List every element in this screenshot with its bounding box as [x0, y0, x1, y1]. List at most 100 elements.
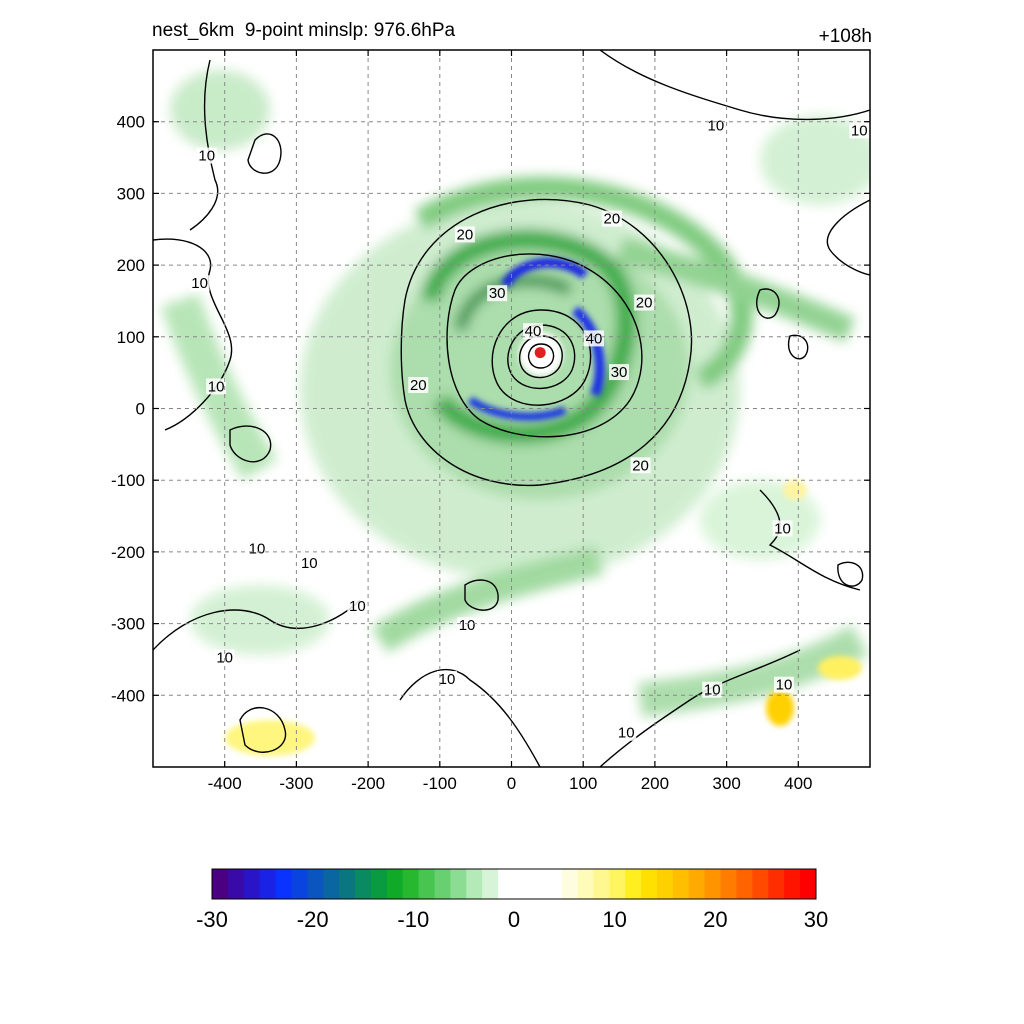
colorbar-swatch	[212, 869, 229, 899]
y-tick-label: 100	[117, 328, 145, 347]
contour-label-bg	[849, 122, 870, 139]
x-tick-label: -100	[423, 774, 457, 793]
x-tick-label: 300	[712, 774, 740, 793]
contour-label-bg	[773, 676, 794, 693]
colorbar-swatch	[307, 869, 324, 899]
storm-center-marker	[534, 347, 546, 359]
contour-label: 20	[636, 295, 653, 312]
y-tick-label: 300	[117, 184, 145, 203]
colorbar-tick-label: 20	[703, 907, 727, 932]
contour-label: 10	[249, 540, 266, 557]
colorbar-swatch	[768, 869, 785, 899]
contour-label-bg	[601, 210, 622, 227]
contour-label: 10	[439, 671, 456, 688]
contour-label: 10	[704, 682, 721, 699]
colorbar-swatch	[545, 869, 563, 899]
contour-label-bg	[246, 540, 267, 557]
colorbar-swatch	[529, 869, 547, 899]
colorbar-tick-label: -10	[397, 907, 429, 932]
colorbar-swatch	[752, 869, 769, 899]
colorbar-swatch	[736, 869, 753, 899]
contour-label: 30	[611, 364, 628, 381]
contour-label-bg	[630, 457, 651, 474]
colorbar-swatch	[514, 869, 531, 899]
contour-label: 30	[489, 285, 506, 302]
contour-label: 10	[851, 122, 868, 139]
y-axis: 400 300 200 100 0 -100 -200 -300 -400	[111, 113, 870, 705]
contour-label-bg	[609, 364, 630, 381]
contour-label: 10	[198, 148, 215, 165]
contour-label-bg	[214, 649, 235, 666]
contour-label-bg	[583, 330, 604, 347]
contour-label-bg	[616, 724, 637, 741]
colorbar-swatch	[418, 869, 436, 899]
colorbar-swatch	[609, 869, 626, 899]
colorbar-swatch	[800, 869, 817, 899]
x-tick-label: 400	[784, 774, 812, 793]
colorbar-swatch	[227, 869, 245, 899]
contour-lines	[153, 50, 870, 767]
colorbar-swatch	[370, 869, 388, 899]
chart-title: nest_6km 9-point minslp: 976.6hPa	[152, 20, 456, 41]
contour-label-bg	[705, 117, 726, 134]
colorbar-swatch	[704, 869, 722, 899]
y-tick-label: -300	[111, 615, 145, 634]
colorbar-swatch	[402, 869, 420, 899]
contour-label-bg	[196, 147, 217, 164]
colorbar-tick-label: 0	[508, 907, 520, 932]
contour-label: 10	[708, 117, 725, 134]
colorbar-tick-label: -30	[196, 907, 228, 932]
colorbar-swatch	[450, 869, 467, 899]
colorbar-swatch	[641, 869, 658, 899]
contour-label-bg	[408, 376, 429, 393]
contour-label: 40	[586, 330, 603, 347]
colorbar-swatch	[466, 869, 483, 899]
x-tick-label: 0	[507, 774, 516, 793]
contour-label: 20	[410, 377, 427, 394]
y-tick-label: 200	[117, 256, 145, 275]
contour-label-bg	[454, 226, 475, 243]
colorbar-swatch	[259, 869, 277, 899]
colorbar-swatch	[688, 869, 706, 899]
colorbar-swatch	[243, 869, 261, 899]
colorbar-swatch	[323, 869, 340, 899]
colorbar-swatch	[561, 869, 579, 899]
contour-label-bg	[457, 617, 478, 634]
y-tick-label: 400	[117, 113, 145, 132]
contour-label: 10	[618, 725, 635, 742]
contour-label-bg	[206, 378, 227, 395]
colorbar-tick-label: 10	[602, 907, 626, 932]
contour-label-bg	[347, 597, 368, 614]
colorbar-tick-label: 30	[804, 907, 828, 932]
contour-label-bg	[189, 275, 210, 292]
colorbar-swatch	[498, 869, 515, 899]
colorbar-swatch	[386, 869, 404, 899]
colorbar-tick-labels: -30 -20 -10 0 10 20 30	[196, 907, 828, 932]
contour-label-bg	[436, 670, 457, 687]
contour-label-bg	[523, 323, 544, 340]
contour-label: 10	[776, 677, 793, 694]
colorbar	[211, 868, 817, 900]
colorbar-frame	[211, 868, 817, 900]
contour-label: 10	[459, 617, 476, 634]
x-tick-label: -200	[351, 774, 385, 793]
contour-label-bg	[487, 285, 508, 302]
forecast-hour-label: +108h	[818, 26, 872, 47]
colorbar-swatch	[672, 869, 690, 899]
colorbar-swatch	[657, 869, 674, 899]
contour-label: 10	[208, 378, 225, 395]
x-tick-label: -300	[279, 774, 313, 793]
x-axis: -400 -300 -200 -100 0 100 200 300 400	[208, 50, 812, 793]
y-tick-label: -200	[111, 543, 145, 562]
x-tick-label: 100	[569, 774, 597, 793]
contour-label: 10	[301, 555, 318, 572]
contour-label: 20	[632, 457, 649, 474]
colorbar-swatch	[482, 869, 499, 899]
colorbar-tick-label: -20	[297, 907, 329, 932]
y-tick-label: -100	[111, 471, 145, 490]
contour-label-bg	[702, 681, 723, 698]
colorbar-swatch	[291, 869, 308, 899]
contour-label: 10	[349, 598, 366, 615]
colorbar-swatch	[275, 869, 292, 899]
